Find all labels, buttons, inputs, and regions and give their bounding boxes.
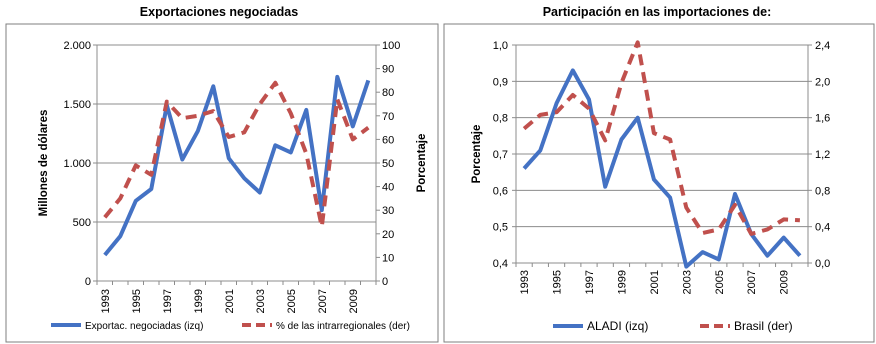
legend-label-1: Exportac. negociadas (izq) [85, 321, 203, 332]
y-tick-label: 0 [85, 276, 91, 288]
series-line-2 [103, 80, 370, 229]
y-right-tick-label: 10 [382, 252, 394, 264]
y-right-tick-label: 70 [382, 111, 394, 123]
y-right-tick-label: 100 [382, 40, 400, 52]
series-line-1 [522, 68, 802, 269]
y-right-tick-label: 90 [382, 64, 394, 76]
y-right-tick-label: 0 [382, 276, 388, 288]
y-tick-label: 1,0 [493, 40, 508, 52]
y-axis-title-left: Millones de dólares [38, 110, 50, 217]
x-tick-label: 2005 [714, 270, 726, 294]
y-right-tick-label: 1,2 [815, 149, 830, 161]
y-axis-title-left: Porcentaje [471, 125, 483, 184]
y-tick-label: 0,5 [493, 222, 508, 234]
x-tick-label: 2007 [746, 270, 758, 294]
y-tick-label: 0,6 [493, 185, 508, 197]
x-tick-label: 1993 [100, 289, 112, 313]
x-tick-label: 2009 [348, 289, 360, 313]
y-tick-label: 0,8 [493, 113, 508, 125]
y-right-tick-label: 2,4 [815, 40, 830, 52]
y-tick-label: 1.500 [63, 99, 91, 111]
y-tick-label: 2.000 [63, 40, 91, 52]
y-right-tick-label: 60 [382, 134, 394, 146]
y-right-tick-label: 40 [382, 182, 394, 194]
y-right-tick-label: 0,4 [815, 222, 830, 234]
chart-title-participacion: Participación en las importaciones de: [542, 5, 772, 19]
y-right-tick-label: 20 [382, 229, 394, 241]
series-line-2 [522, 40, 801, 236]
y-right-tick-label: 50 [382, 158, 394, 170]
x-tick-label: 2003 [255, 289, 267, 313]
y-right-tick-label: 1,6 [815, 113, 830, 125]
x-tick-label: 1995 [131, 289, 143, 313]
y-tick-label: 0,7 [493, 149, 508, 161]
x-tick-label: 2009 [779, 270, 791, 294]
x-tick-label: 1999 [193, 289, 205, 313]
x-tick-label: 1999 [616, 270, 628, 294]
y-tick-label: 0,4 [493, 258, 508, 270]
y-right-tick-label: 80 [382, 87, 394, 99]
y-right-tick-label: 0,8 [815, 185, 830, 197]
x-tick-label: 2001 [649, 270, 661, 294]
legend-label-2: % de las intrarregionales (der) [276, 321, 410, 332]
series-line-1 [103, 74, 371, 257]
x-tick-label: 1995 [552, 270, 564, 294]
x-tick-label: 1997 [584, 270, 596, 294]
legend-label-1: ALADI (izq) [587, 319, 648, 333]
x-tick-label: 1993 [519, 270, 531, 294]
chart-frame [5, 23, 439, 343]
x-tick-label: 2005 [286, 289, 298, 313]
y-right-tick-label: 30 [382, 205, 394, 217]
x-tick-label: 1997 [162, 289, 174, 313]
x-tick-label: 2003 [681, 270, 693, 294]
y-right-tick-label: 2,0 [815, 76, 830, 88]
y-axis-title-right: Porcentaje [416, 134, 428, 193]
y-tick-label: 1.000 [63, 158, 91, 170]
x-tick-label: 2007 [317, 289, 329, 313]
y-tick-label: 0,9 [493, 76, 508, 88]
legend-label-2: Brasil (der) [734, 319, 793, 333]
y-tick-label: 500 [73, 217, 91, 229]
chart-frame [443, 23, 875, 343]
x-tick-label: 2001 [224, 289, 236, 313]
chart-title-exportaciones: Exportaciones negociadas [139, 5, 299, 19]
y-right-tick-label: 0,0 [815, 258, 830, 270]
